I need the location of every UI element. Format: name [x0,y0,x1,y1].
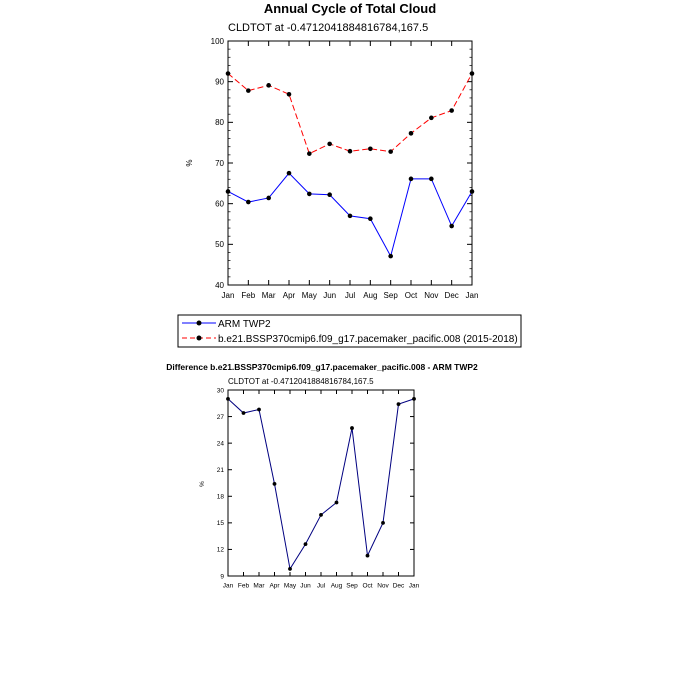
chart2-ytick-label: 15 [217,520,225,527]
chart2-xtick-label: Jun [300,583,311,590]
chart2-ytick-label: 27 [217,414,225,421]
chart1-ytick-label: 40 [215,281,224,290]
chart1-xtick-label: Feb [241,291,255,300]
chart1-series-0-point [449,223,454,229]
chart1-series-0-point [368,216,373,222]
chart2-xtick-label: Dec [393,583,405,590]
chart1-series-1-point [347,148,353,154]
chart2-xtick-label: May [284,583,297,590]
chart2-series-0-point [381,520,385,525]
chart1-series-1-point [307,151,312,156]
chart2-xtick-label: Aug [331,583,343,590]
chart2-frame [227,389,415,577]
chart2-series-0-point [226,396,230,401]
chart2-series-0-point [365,553,370,558]
chart2-title: Difference b.e21.BSSP370cmip6.f09_g17.pa… [166,362,478,372]
chart1-series-1-point [449,108,454,113]
chart2-ytick-label: 12 [217,547,225,554]
chart1-series-1-point [246,88,251,93]
chart2-xtick-label: Apr [269,583,280,590]
chart1-series-0-point [429,176,434,182]
chart1-series-0-point [388,253,393,259]
chart1-series-1-point [286,91,292,97]
chart2-series-0-point [319,512,323,517]
chart1-frame [227,40,473,286]
chart2-series-0-point [257,407,261,412]
chart2-series-0-point [241,411,246,415]
chart1-series-1-point [225,71,231,76]
chart1-title: Annual Cycle of Total Cloud [264,1,436,16]
chart2-series-0-point [334,500,339,505]
chart1-legend: ARM TWP2 b.e21.BSSP370cmip6.f09_g17.pace… [177,314,522,348]
chart1-xtick-label: Nov [424,291,438,300]
chart1-ylabel: % [185,159,194,166]
chart2-series-0-point [350,426,354,430]
chart1-series-0-point [408,176,414,182]
chart1-series-0-point [225,189,231,194]
chart2-xtick-label: Jan [223,583,234,590]
chart1-subtitle: CLDTOT at -0.4712041884816784,167.5 [228,22,428,34]
chart2-series-0-point [272,481,277,486]
chart2-xtick-label: Sep [346,583,358,590]
chart1-series-1-point [408,131,414,136]
chart1-xtick-label: Oct [405,291,418,300]
chart1-series-1-point [469,71,475,76]
chart2-xtick-label: Mar [253,583,265,590]
chart1-series-1-line [227,73,473,155]
chart1-series-0-point [347,213,353,219]
chart2-xtick-label: Jul [317,583,326,590]
chart1-xtick-label: Dec [445,291,459,300]
chart1-series-1-point [266,83,271,88]
chart2-ytick-label: 18 [217,494,225,501]
chart1-series-1-point [429,115,434,121]
chart1-ytick-label: 50 [215,240,224,249]
chart1-xtick-label: Jan [466,291,479,300]
chart2-ytick-label: 9 [220,573,224,580]
chart2-subtitle: CLDTOT at -0.4712041884816784,167.5 [228,377,374,386]
chart1-series-1-point [327,141,332,147]
chart1-xtick-label: Apr [283,291,296,300]
chart1-xtick-label: Sep [384,291,399,300]
chart1-ytick-label: 70 [215,159,224,168]
chart2-series-0-point [412,396,416,401]
chart1-plot: 40 50 60 70 80 90 100 Jan Feb Mar Apr May Jun Jul Aug S… [211,37,479,300]
chart1-series-1-point [388,149,393,154]
chart1-xtick-label: Mar [262,291,276,300]
legend-label-arm: ARM TWP2 [218,319,271,330]
chart2-plot: 9 12 15 18 21 24 27 30 Jan Feb Mar Apr May Jun Jul Aug S… [217,387,420,589]
chart1-series-0-point [327,192,332,198]
chart2-series-0-line [227,398,415,571]
legend-marker-arm [196,320,202,326]
chart2-series-0-point [396,402,401,407]
chart1-series-0-point [266,195,271,201]
chart1-ytick-label: 90 [215,77,224,86]
chart1-series-0-point [307,191,312,197]
chart1-xtick-label: Aug [363,291,377,300]
chart1-ytick-label: 60 [215,199,224,208]
chart1-series-1-point [368,146,373,152]
chart1-series-0-point [246,199,251,205]
chart1-xtick-label: Jul [345,291,355,300]
chart1-xtick-label: May [302,291,317,300]
legend-marker-model [196,335,202,341]
chart1-xtick-label: Jan [222,291,235,300]
legend-box [177,314,522,348]
chart1-series-0-point [469,189,475,194]
chart2-xtick-label: Oct [362,583,372,590]
chart2-ytick-label: 30 [217,387,225,394]
chart2-ylabel: % [199,481,206,487]
chart2-series-0-point [288,567,292,571]
chart2-xtick-label: Jan [409,583,420,590]
chart2-xtick-label: Feb [238,583,250,590]
chart2-ytick-label: 21 [217,467,225,474]
chart2-ytick-label: 24 [217,440,225,447]
chart2-series-0-point [303,542,308,547]
chart2-xtick-label: Nov [377,583,389,590]
chart1-ytick-label: 80 [215,118,224,127]
legend-label-model: b.e21.BSSP370cmip6.f09_g17.pacemaker_pac… [218,334,518,345]
chart1-ytick-label: 100 [211,37,225,46]
chart1-xtick-label: Jun [323,291,336,300]
chart1-series-0-point [286,170,292,176]
